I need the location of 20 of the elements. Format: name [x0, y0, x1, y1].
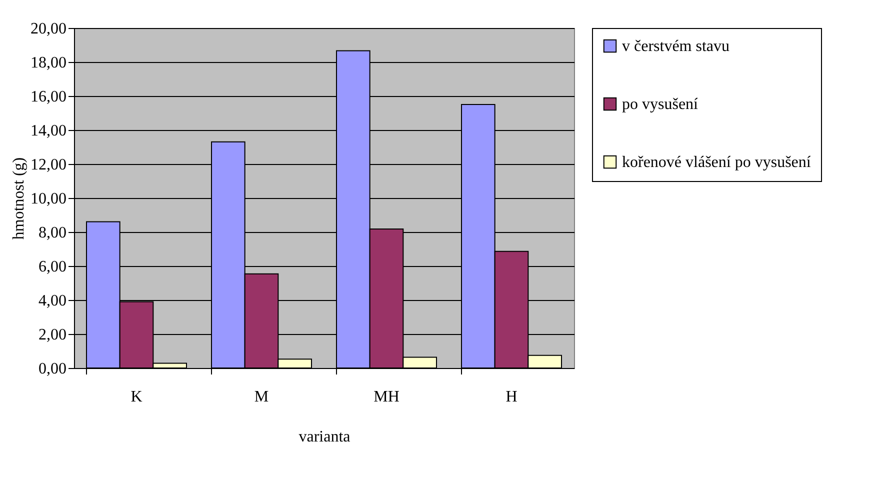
- y-tick-label: 10,00: [30, 190, 66, 208]
- legend-label: po vysušení: [622, 96, 699, 113]
- x-tick-label: MH: [374, 388, 400, 406]
- y-axis-title: hmotnost (g): [10, 157, 28, 240]
- y-tick-label: 2,00: [38, 326, 66, 344]
- y-tick-label: 8,00: [38, 224, 66, 242]
- x-tick-label: H: [506, 388, 518, 406]
- y-tick-label: 6,00: [38, 258, 66, 276]
- y-tick-label: 18,00: [30, 54, 66, 72]
- legend-label: kořenové vlášení po vysušení: [622, 154, 812, 171]
- x-axis-title: varianta: [298, 428, 350, 446]
- x-tick-label: M: [254, 388, 269, 406]
- y-tick-label: 20,00: [30, 20, 66, 38]
- y-tick-label: 0,00: [38, 360, 66, 378]
- y-tick-label: 4,00: [38, 292, 66, 310]
- legend-label: v čerstvém stavu: [622, 38, 730, 55]
- y-tick-label: 14,00: [30, 122, 66, 140]
- x-tick-label: K: [130, 388, 143, 406]
- y-tick-label: 12,00: [30, 156, 66, 174]
- y-tick-label: 16,00: [30, 88, 66, 106]
